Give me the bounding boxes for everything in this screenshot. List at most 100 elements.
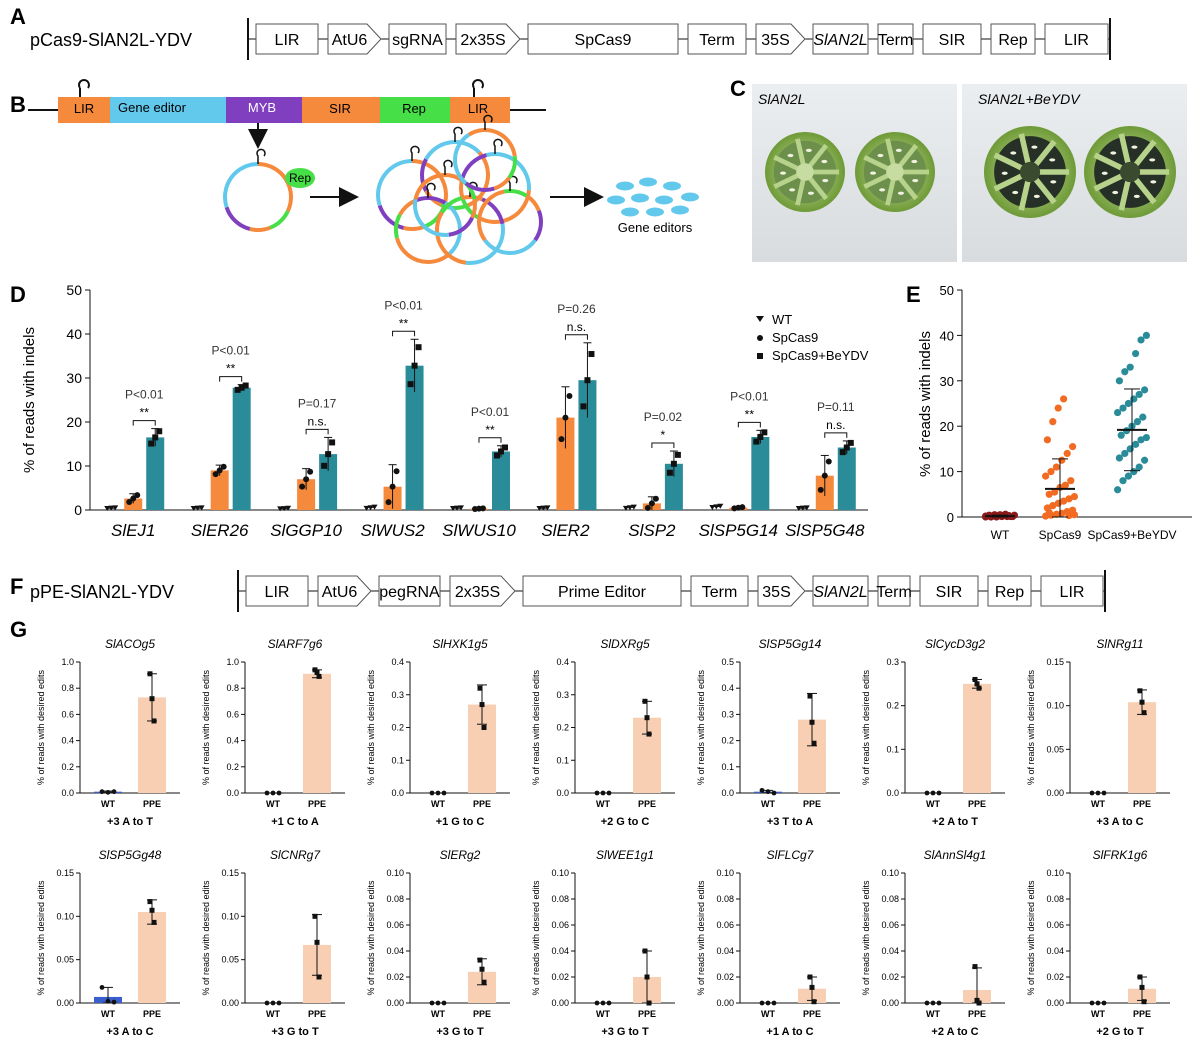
- replicon-arc: [444, 201, 462, 257]
- subplot-title: SlARF7g6: [268, 637, 323, 651]
- subplot: SlARF7g6 % of reads with desired edits 0.0…: [201, 637, 345, 828]
- replicon-arc: [477, 189, 505, 242]
- point-wt: [277, 506, 284, 512]
- point-ppe: [151, 919, 157, 925]
- point-ppe: [807, 974, 813, 980]
- scatter-point: [1047, 468, 1055, 476]
- point-ppe: [1139, 699, 1145, 705]
- scatter-point: [1045, 508, 1053, 517]
- subplot-ylabel: % of reads with desired edits: [696, 880, 706, 996]
- replicon-arc: [464, 181, 495, 192]
- tomato-seed: [787, 153, 794, 158]
- y-tick-label: 0.02: [551, 972, 569, 982]
- y-tick-label: 0.08: [881, 894, 899, 904]
- y-tick-label: 0.06: [881, 920, 899, 930]
- point-spcas9: [648, 500, 655, 507]
- tomato-seed: [1112, 190, 1119, 195]
- point-spcas9: [220, 463, 227, 470]
- y-tick-label: 0.0: [721, 788, 734, 798]
- x-label-ppe: PPE: [1133, 799, 1151, 809]
- point-spcas9-beydv: [666, 469, 673, 476]
- replicon-arc: [465, 223, 505, 265]
- edit-label: +1 A to C: [766, 1026, 813, 1038]
- significance-label: n.s.: [567, 320, 586, 334]
- tomato-seed: [822, 178, 829, 183]
- scatter-point: [1142, 331, 1150, 339]
- point-wt: [99, 789, 105, 795]
- replicon-arc: [460, 153, 488, 179]
- construct-block: [449, 575, 516, 607]
- scatter-point: [1121, 368, 1129, 376]
- construct-block-label: SlAN2L: [813, 584, 867, 601]
- subplot: SlCNRg7 % of reads with desired edits 0.00…: [201, 848, 345, 1038]
- hairpin-icon: [493, 138, 503, 154]
- point-wt: [930, 790, 936, 796]
- x-label-wt: WT: [266, 799, 280, 809]
- point-wt: [454, 505, 460, 511]
- replicon-arc: [257, 162, 293, 212]
- point-spcas9: [825, 458, 832, 465]
- bar-spcas9-beydv: [751, 436, 770, 510]
- point-ppe: [807, 693, 813, 699]
- tomato-seed: [895, 148, 902, 152]
- point-spcas9: [644, 505, 651, 512]
- scatter-point: [1049, 418, 1057, 426]
- x-label-wt: WT: [596, 799, 610, 809]
- replicon-arc: [448, 216, 474, 237]
- scatter-point: [1141, 386, 1149, 394]
- replicon-arc: [470, 199, 477, 219]
- point-ppe: [477, 685, 483, 691]
- edit-label: +3 A to T: [107, 816, 153, 828]
- y-tick-label: 0.1: [886, 744, 899, 754]
- point-spcas9: [299, 483, 306, 490]
- scatter-point: [1049, 502, 1057, 510]
- edit-label: +3 A to C: [1096, 816, 1143, 828]
- point-ppe: [316, 673, 322, 679]
- y-tick-label: 0.00: [716, 998, 734, 1008]
- tomato-seed: [1133, 194, 1140, 198]
- scatter-point: [1133, 418, 1141, 426]
- legend-marker-spcas9: [757, 335, 763, 341]
- gene-editor-molecule: [631, 193, 649, 203]
- point-ppe: [151, 718, 157, 724]
- replicon-arc: [377, 204, 405, 230]
- scatter-point: [1117, 431, 1125, 439]
- subplot-title: SlFRK1g6: [1093, 848, 1148, 862]
- point-spcas9-beydv: [588, 351, 595, 358]
- scatter-point: [1045, 490, 1053, 498]
- segment-myb-label: MYB: [248, 100, 276, 115]
- subplot-title: SlSP5Gg48: [99, 848, 162, 862]
- point-wt: [930, 1000, 936, 1006]
- x-label-wt: WT: [1091, 799, 1105, 809]
- point-wt: [924, 1000, 930, 1006]
- construct-block: [990, 23, 1036, 55]
- construct-block-label: SIR: [936, 584, 963, 601]
- point-ppe: [646, 1000, 652, 1006]
- y-tick-label: 0.15: [221, 868, 239, 878]
- replicon-arc: [394, 213, 402, 239]
- p-value-label: P<0.01: [384, 298, 423, 312]
- tomato-seed: [1050, 180, 1057, 184]
- legend-label: SpCas9: [772, 330, 818, 345]
- construct-block: [255, 23, 319, 55]
- bar-ppe: [963, 683, 991, 793]
- p-value-label: P<0.01: [211, 344, 250, 358]
- y-tick-label: 0.00: [386, 998, 404, 1008]
- tomato-seed: [1031, 145, 1038, 149]
- construct-block: [877, 575, 911, 607]
- p-value-label: P=0.17: [298, 396, 337, 410]
- replicon-arc: [533, 209, 543, 242]
- subplot: SlNRg11 % of reads with desired edits 0.00…: [1026, 637, 1170, 828]
- y-tick-label: 0.0: [61, 788, 74, 798]
- panel-letter-e: E: [906, 282, 921, 307]
- point-spcas9-beydv: [753, 438, 760, 445]
- tomato-seed: [805, 148, 812, 152]
- point-wt: [441, 1000, 447, 1006]
- construct-block-label: LIR: [265, 584, 290, 601]
- scatter-point: [1067, 477, 1075, 485]
- x-label-ppe: PPE: [308, 1009, 326, 1019]
- y-tick-label: 0.04: [386, 946, 404, 956]
- y-tick-label: 0.4: [556, 657, 569, 667]
- tomato-seed: [1101, 171, 1108, 175]
- y-tick-label: 20: [66, 414, 82, 430]
